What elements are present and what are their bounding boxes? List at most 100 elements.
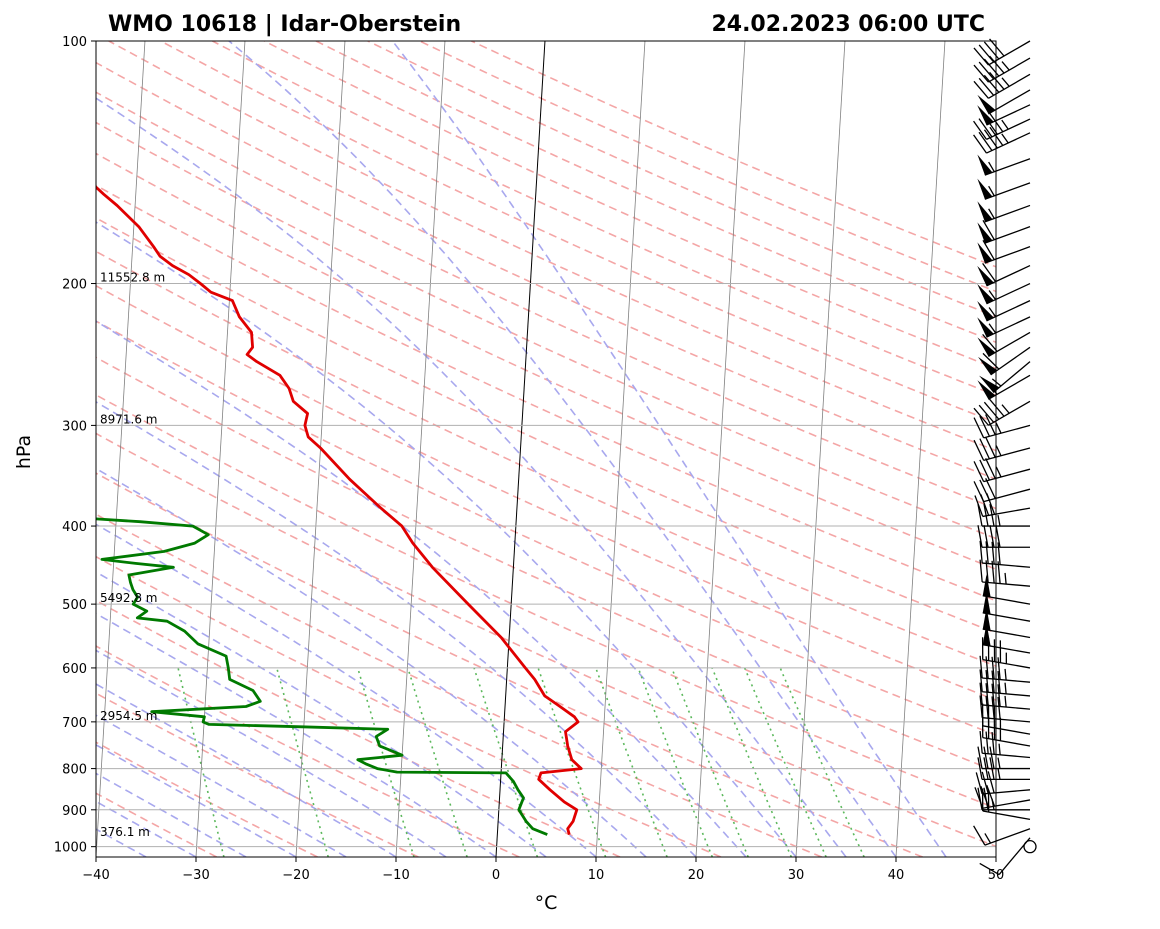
mixing-ratio-line: [745, 668, 826, 857]
barb-flag: [974, 65, 988, 82]
height-label: 11552.8 m: [100, 271, 165, 285]
barb-staff: [983, 811, 1030, 819]
barb-flag: [990, 399, 1004, 416]
chart-title-time: 24.02.2023 06:00 UTC: [711, 12, 985, 37]
wind-barb: [977, 240, 1030, 263]
dry-adiabat: [0, 41, 1124, 857]
isotherm: [596, 41, 645, 857]
moist-adiabat: [0, 41, 746, 857]
y-tick-label: 700: [62, 716, 87, 731]
moist-adiabat: [0, 41, 696, 857]
moist-adiabat: [393, 41, 947, 857]
isotherm: [996, 41, 1045, 857]
barb-half-flag: [1005, 683, 1006, 694]
dry-adiabat: [109, 41, 1160, 857]
barb-staff: [984, 469, 1030, 481]
y-axis-label: hPa: [13, 435, 35, 469]
moist-adiabat: [0, 41, 396, 857]
wind-barb: [977, 317, 1030, 337]
y-tick-label: 600: [62, 662, 87, 677]
y-tick-label: 1000: [54, 841, 87, 856]
moist-adiabat: [229, 41, 896, 857]
wind-barb: [977, 179, 1030, 200]
x-tick-label: −10: [382, 868, 409, 883]
y-tick-label: 900: [62, 804, 87, 819]
x-tick-label: 50: [988, 868, 1005, 883]
wind-barb: [974, 458, 1030, 481]
barb-flag: [974, 81, 988, 98]
temperature-profile: [0, 41, 581, 835]
wind-barb: [977, 263, 1030, 285]
barb-flag: [974, 826, 985, 845]
barb-half-flag: [1002, 134, 1008, 143]
wind-barb: [977, 90, 1030, 114]
wind-barb: [977, 301, 1030, 321]
dry-adiabat: [420, 41, 1160, 857]
wind-barb: [977, 220, 1030, 243]
wind-barb: [974, 437, 1030, 460]
x-tick-label: 40: [888, 868, 905, 883]
barb-half-flag: [999, 744, 1000, 755]
x-tick-label: 10: [588, 868, 605, 883]
barb-half-flag: [1005, 696, 1006, 707]
barb-staff: [983, 508, 1030, 516]
barb-half-flag: [996, 467, 1001, 477]
y-tick-label: 500: [62, 598, 87, 613]
barb-staff: [985, 829, 1030, 845]
wind-barb: [977, 201, 1030, 222]
y-tick-label: 200: [62, 278, 87, 293]
wind-barb: [974, 39, 1030, 65]
moist-adiabat: [0, 41, 546, 857]
barb-half-flag: [1002, 120, 1008, 129]
mixing-ratio-line: [538, 668, 606, 857]
barb-staff: [984, 489, 1030, 501]
x-tick-label: 0: [492, 868, 500, 883]
barb-half-flag: [996, 423, 1001, 433]
isotherm: [896, 41, 945, 857]
x-tick-label: −40: [82, 868, 109, 883]
wind-barb: [983, 574, 1030, 604]
dry-adiabat: [161, 41, 1160, 857]
wind-barb: [974, 826, 1030, 845]
barb-half-flag: [1005, 669, 1006, 680]
moist-adiabat: [0, 41, 796, 857]
barb-staff: [986, 317, 1030, 337]
dry-adiabat: [0, 41, 923, 857]
barb-staff: [982, 753, 1030, 757]
x-tick-label: 20: [688, 868, 705, 883]
barb-staff: [986, 301, 1030, 321]
barb-half-flag: [996, 446, 1001, 456]
x-tick-label: 30: [788, 868, 805, 883]
chart-title-station: WMO 10618 | Idar-Oberstein: [108, 12, 461, 37]
barb-half-flag: [998, 515, 1000, 526]
x-axis-label: °C: [535, 892, 558, 914]
barb-staff: [983, 800, 1030, 808]
barb-half-flag: [998, 758, 1000, 769]
moist-adiabat: [0, 41, 596, 857]
barb-staff: [986, 284, 1030, 304]
mixing-ratio-line: [712, 668, 791, 857]
mixing-ratio-line: [672, 668, 748, 857]
profiles: [0, 41, 581, 835]
dry-adiabat: [0, 41, 318, 857]
barb-flag: [979, 45, 993, 62]
y-tick-label: 800: [62, 763, 87, 778]
y-tick-label: 100: [62, 35, 87, 50]
mixing-ratio-line: [277, 668, 328, 857]
barb-half-flag: [1002, 405, 1009, 414]
barb-half-flag: [1002, 78, 1009, 87]
dry-adiabat: [471, 41, 1160, 857]
barb-half-flag: [1005, 573, 1006, 584]
moist-adiabat: [0, 41, 296, 857]
dry-adiabat: [0, 41, 1023, 857]
barb-staff: [999, 838, 1030, 875]
barb-flag: [980, 731, 982, 753]
barb-staff: [984, 448, 1030, 460]
barb-flag: [990, 39, 1004, 56]
zero-isotherm: [496, 41, 545, 857]
wind-barb: [974, 478, 1030, 501]
height-label: 5492.8 m: [100, 591, 158, 605]
barb-staff: [983, 738, 1030, 746]
